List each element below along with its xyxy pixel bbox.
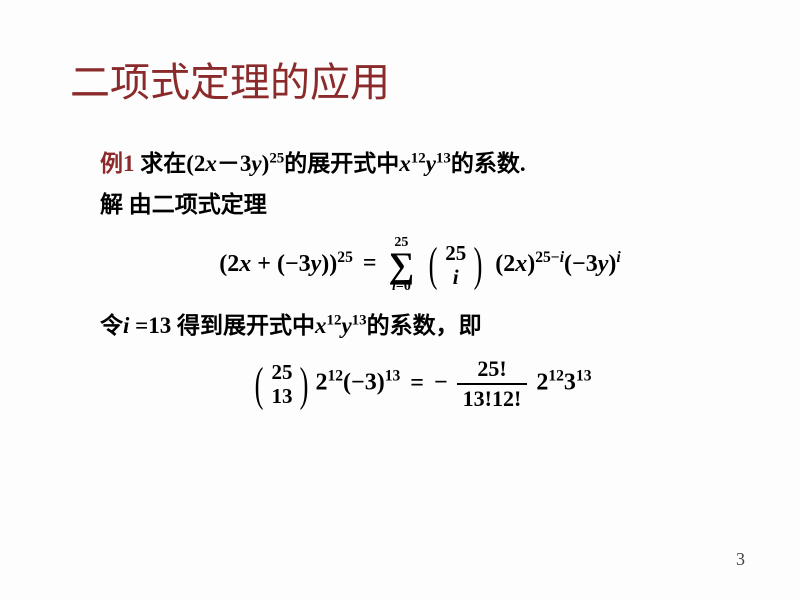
formula-expansion: (2x + (−3y))25 = 25 ∑ i=0 ( 25 i ) (2x)2…: [100, 236, 740, 295]
fraction: 25! 13!12!: [457, 357, 528, 411]
slide-title: 二项式定理的应用: [70, 50, 740, 108]
page-number: 3: [736, 549, 745, 570]
example-label: 例1: [100, 151, 135, 176]
formula-result: ( 25 13 ) 212(−3)13 = − 25! 13!12! 21231…: [100, 357, 740, 411]
slide: 二项式定理的应用 例1 求在(2x－3y)25的展开式中x12y13的系数. 解…: [0, 0, 800, 600]
example-problem: 例1 求在(2x－3y)25的展开式中x12y13的系数.: [100, 146, 740, 183]
solution-intro: 解 由二项式定理: [100, 187, 740, 224]
binomial-coeff-2: ( 25 13 ): [249, 360, 314, 408]
substitution-line: 令i =13 得到展开式中x12y13的系数，即: [100, 308, 740, 345]
binomial-coeff: ( 25 i ): [423, 241, 488, 289]
solution-label: 解: [100, 192, 123, 217]
summation: 25 ∑ i=0: [389, 236, 415, 295]
sigma-icon: ∑: [389, 250, 415, 281]
slide-content: 例1 求在(2x－3y)25的展开式中x12y13的系数. 解 由二项式定理 (…: [70, 146, 740, 411]
